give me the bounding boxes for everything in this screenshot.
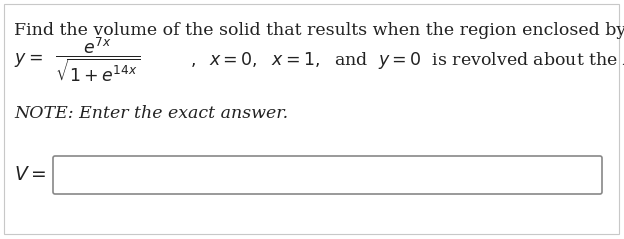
Text: Find the volume of the solid that results when the region enclosed by: Find the volume of the solid that result…	[14, 22, 624, 39]
FancyBboxPatch shape	[4, 4, 619, 234]
Text: $\dfrac{e^{7x}}{\sqrt{1+e^{14x}}}$: $\dfrac{e^{7x}}{\sqrt{1+e^{14x}}}$	[55, 36, 140, 84]
FancyBboxPatch shape	[53, 156, 602, 194]
Text: $y = $: $y = $	[14, 51, 43, 69]
Text: $V = $: $V = $	[14, 166, 46, 184]
Text: NOTE: Enter the exact answer.: NOTE: Enter the exact answer.	[14, 105, 288, 122]
Text: $,\;$ $x = 0,$  $x = 1,$  and  $y = 0$  is revolved about the $x$-axis.: $,\;$ $x = 0,$ $x = 1,$ and $y = 0$ is r…	[190, 49, 624, 71]
